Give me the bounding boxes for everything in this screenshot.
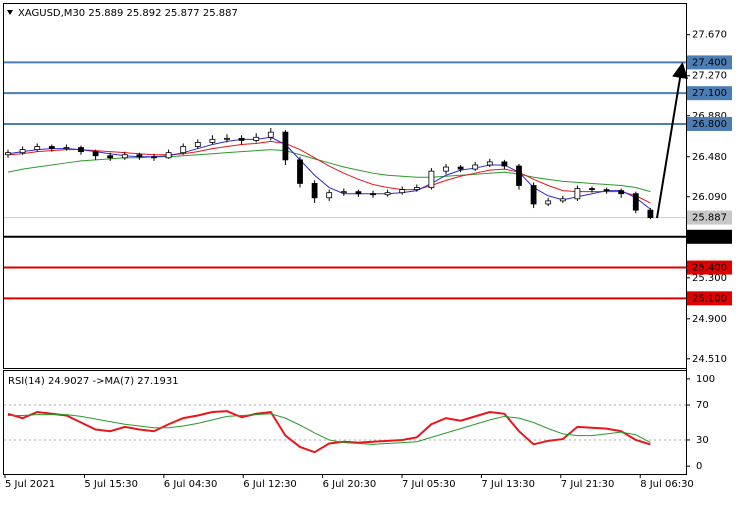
y-tick-label: 27.670 bbox=[692, 30, 727, 41]
candle-body bbox=[311, 183, 318, 199]
level-label-box bbox=[687, 229, 732, 244]
candle-body bbox=[136, 154, 143, 158]
candle-body bbox=[545, 200, 552, 205]
y-tick-label: 26.480 bbox=[692, 152, 727, 163]
y-tick-label: 25.300 bbox=[692, 273, 727, 284]
chart-title: XAGUSD,M30 25.889 25.892 25.877 25.887 bbox=[18, 8, 238, 19]
y-tick-label: 26.090 bbox=[692, 192, 727, 203]
candle-body bbox=[282, 131, 289, 161]
candle-body bbox=[457, 166, 464, 170]
candle-body bbox=[618, 190, 625, 195]
candle-body bbox=[209, 138, 216, 143]
ma-line bbox=[7, 140, 651, 204]
candle-body bbox=[355, 191, 362, 195]
candle-body bbox=[5, 152, 11, 156]
level-label: 26.800 bbox=[692, 119, 727, 130]
y-tick-label: 30 bbox=[696, 435, 709, 446]
rsi-title: RSI(14) 24.9027 ->MA(7) 27.1931 bbox=[8, 376, 179, 387]
candle-body bbox=[267, 131, 274, 138]
candle-body bbox=[340, 191, 347, 194]
candle-body bbox=[48, 146, 55, 149]
candle-body bbox=[603, 189, 610, 192]
rsi-line bbox=[7, 410, 651, 454]
level-label-box bbox=[687, 116, 732, 131]
y-tick-label: 100 bbox=[696, 374, 715, 385]
candle-body bbox=[253, 136, 260, 141]
candle-body bbox=[370, 193, 376, 196]
level-label-box bbox=[687, 210, 732, 225]
ma-line bbox=[7, 149, 651, 193]
y-tick-label: 26.880 bbox=[692, 111, 727, 122]
y-tick-label: 70 bbox=[696, 400, 709, 411]
y-tick-label: 24.510 bbox=[692, 354, 727, 365]
candle-body bbox=[121, 154, 128, 159]
level-label-box bbox=[687, 86, 732, 101]
candle-body bbox=[151, 156, 157, 159]
ma-line bbox=[7, 136, 651, 210]
x-tick-label: 5 Jul 15:30 bbox=[84, 479, 138, 490]
candle-body bbox=[63, 147, 70, 149]
level-label-box bbox=[687, 260, 732, 275]
candle-body bbox=[384, 192, 391, 196]
candle-body bbox=[501, 161, 508, 167]
rsi-line bbox=[8, 413, 651, 445]
candle-body bbox=[516, 165, 522, 186]
candle-body bbox=[632, 193, 639, 211]
x-tick-label: 7 Jul 05:30 bbox=[402, 479, 456, 490]
y-tick-label: 24.900 bbox=[692, 314, 727, 325]
candle-body bbox=[589, 188, 595, 191]
main-panel bbox=[3, 3, 687, 369]
candle-body bbox=[194, 142, 201, 147]
candle-body bbox=[428, 170, 435, 188]
x-tick-label: 7 Jul 13:30 bbox=[481, 479, 535, 490]
level-label: 25.700 bbox=[692, 232, 727, 243]
candle-body bbox=[399, 189, 406, 194]
level-label: 27.100 bbox=[692, 88, 727, 99]
candle-body bbox=[574, 188, 581, 200]
x-tick-label: 8 Jul 06:30 bbox=[640, 479, 694, 490]
candle-body bbox=[326, 192, 333, 199]
candle-body bbox=[19, 149, 26, 154]
menu-triangle bbox=[7, 10, 13, 15]
candle-body bbox=[238, 137, 245, 141]
x-tick-label: 6 Jul 04:30 bbox=[164, 479, 218, 490]
y-tick-label: 27.270 bbox=[692, 71, 727, 82]
candle-body bbox=[297, 159, 303, 184]
x-tick-label: 5 Jul 2021 bbox=[5, 479, 55, 490]
candle-body bbox=[530, 185, 537, 205]
level-label: 25.100 bbox=[692, 293, 727, 304]
level-label: 27.400 bbox=[692, 57, 727, 68]
candle-body bbox=[92, 151, 99, 157]
candle-body bbox=[486, 161, 493, 166]
candle-body bbox=[443, 166, 449, 172]
x-tick-label: 7 Jul 21:30 bbox=[561, 479, 615, 490]
level-label: 25.887 bbox=[692, 213, 727, 224]
y-tick-label: 0 bbox=[696, 461, 702, 472]
candle-body bbox=[165, 152, 172, 159]
candle-body bbox=[224, 137, 230, 140]
level-label-box bbox=[687, 291, 732, 306]
candle-body bbox=[34, 146, 41, 151]
level-label-box bbox=[687, 55, 732, 70]
x-tick-label: 6 Jul 12:30 bbox=[243, 479, 297, 490]
candle-body bbox=[647, 209, 654, 219]
candle-body bbox=[413, 187, 420, 191]
arrow bbox=[656, 62, 688, 219]
x-tick-label: 6 Jul 20:30 bbox=[323, 479, 377, 490]
candle-body bbox=[107, 155, 114, 159]
candle-body bbox=[180, 146, 187, 154]
level-label: 25.400 bbox=[692, 263, 727, 274]
candle-body bbox=[472, 164, 479, 170]
candle-body bbox=[559, 198, 566, 202]
candle-body bbox=[78, 147, 84, 153]
